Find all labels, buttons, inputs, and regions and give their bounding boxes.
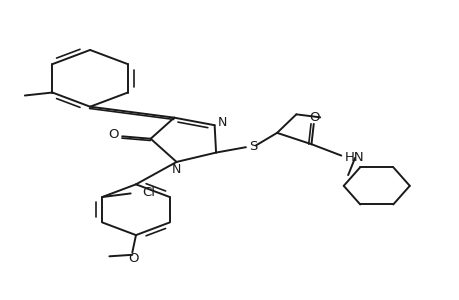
Text: O: O xyxy=(128,252,138,265)
Text: HN: HN xyxy=(344,151,364,164)
Text: S: S xyxy=(249,140,257,153)
Text: Cl: Cl xyxy=(142,186,155,200)
Text: O: O xyxy=(108,128,119,141)
Text: N: N xyxy=(218,116,227,129)
Text: O: O xyxy=(309,111,319,124)
Text: N: N xyxy=(172,163,181,176)
